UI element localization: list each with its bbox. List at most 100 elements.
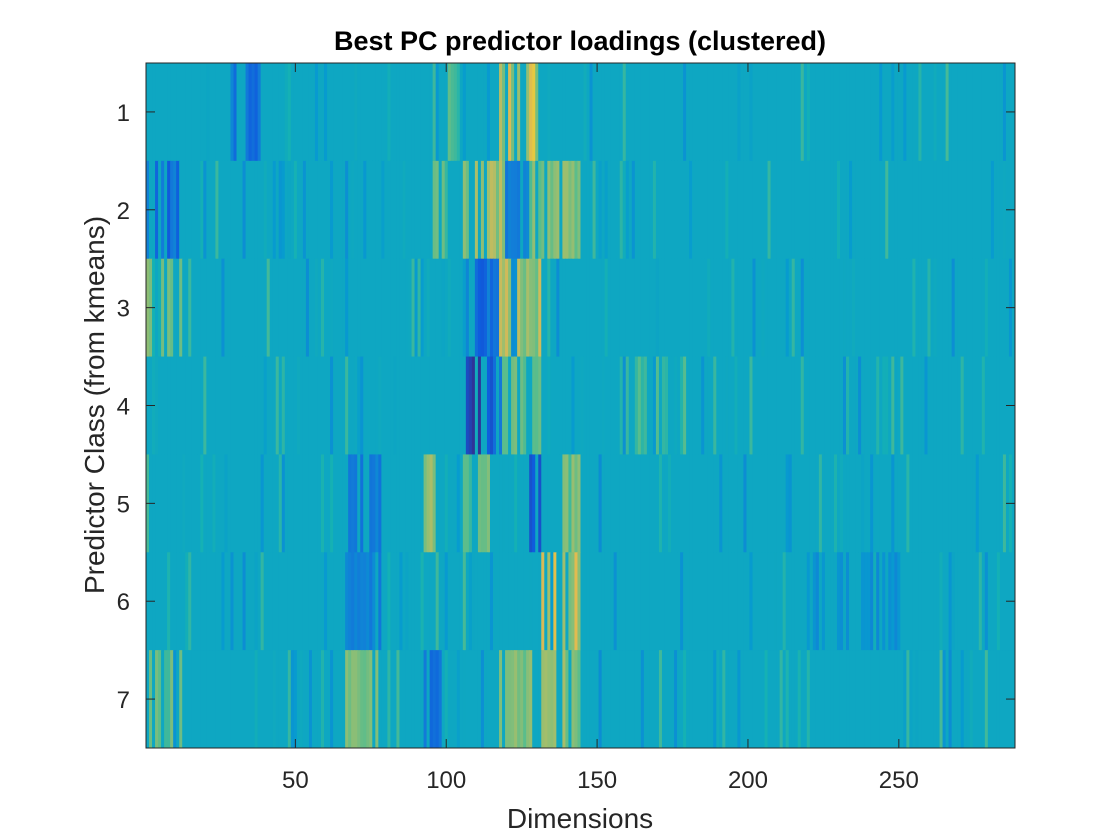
- heatmap-cell: [996, 63, 1001, 162]
- heatmap-cell: [535, 552, 539, 651]
- heatmap-cell: [287, 356, 292, 456]
- heatmap-cell: [827, 63, 832, 162]
- heatmap-cell: [164, 258, 168, 358]
- heatmap-cell: [333, 160, 337, 260]
- heatmap-cell: [981, 63, 986, 162]
- heatmap-cell: [882, 63, 886, 162]
- heatmap-cell: [197, 650, 201, 748]
- heatmap-cell: [824, 258, 829, 358]
- heatmap-cell: [803, 552, 808, 651]
- heatmap-cell: [876, 356, 880, 456]
- heatmap-cell: [806, 356, 811, 456]
- heatmap-cell: [182, 258, 186, 358]
- heatmap-cell: [803, 650, 808, 748]
- heatmap-cell: [230, 356, 235, 456]
- heatmap-cell: [668, 454, 672, 553]
- heatmap-cell: [474, 552, 479, 651]
- heatmap-cell: [314, 160, 319, 260]
- heatmap-cell: [420, 258, 425, 358]
- heatmap-cell: [686, 356, 690, 456]
- heatmap-cell: [586, 552, 591, 651]
- heatmap-cell: [725, 160, 729, 260]
- heatmap-cell: [794, 356, 799, 456]
- heatmap-cell: [194, 650, 198, 748]
- heatmap-cell: [794, 63, 799, 162]
- heatmap-cell: [592, 650, 597, 748]
- heatmap-cell: [556, 356, 560, 456]
- heatmap-cell: [598, 160, 603, 260]
- heatmap-cell: [924, 650, 929, 748]
- heatmap-cell: [978, 160, 983, 260]
- heatmap-cell: [719, 160, 723, 260]
- heatmap-cell: [474, 650, 479, 748]
- heatmap-cell: [734, 650, 739, 748]
- heatmap-cell: [637, 356, 642, 456]
- heatmap-cell: [879, 552, 883, 651]
- heatmap-cell: [553, 258, 557, 358]
- heatmap-cell: [559, 650, 563, 748]
- heatmap-cell: [444, 650, 449, 748]
- heatmap-cell: [556, 160, 560, 260]
- heatmap-cell: [800, 552, 805, 651]
- heatmap-cell: [815, 650, 820, 748]
- heatmap-cell: [327, 258, 331, 358]
- heatmap-cell: [453, 356, 458, 456]
- heatmap-cell: [616, 552, 621, 651]
- heatmap-cell: [671, 552, 675, 651]
- heatmap-cell: [858, 258, 862, 358]
- heatmap-cell: [393, 454, 398, 553]
- heatmap-cell: [779, 258, 784, 358]
- heatmap-cell: [652, 552, 657, 651]
- heatmap-cell: [526, 160, 530, 260]
- heatmap-cell: [547, 356, 551, 456]
- heatmap-cell: [245, 650, 250, 748]
- heatmap-cell: [486, 63, 491, 162]
- heatmap-cell: [761, 160, 766, 260]
- heatmap-cell: [483, 63, 488, 162]
- heatmap-cell: [471, 160, 476, 260]
- heatmap-cell: [508, 258, 512, 358]
- heatmap-cell: [508, 356, 512, 456]
- heatmap-cell: [158, 63, 162, 162]
- heatmap-cell: [776, 454, 781, 553]
- heatmap-cell: [755, 650, 760, 748]
- heatmap-cell: [634, 63, 639, 162]
- heatmap-cell: [833, 650, 838, 748]
- heatmap-cell: [915, 356, 920, 456]
- heatmap-cell: [728, 552, 732, 651]
- heatmap-cell: [655, 258, 660, 358]
- heatmap-cell: [876, 650, 880, 748]
- x-tick-label: 150: [577, 767, 617, 794]
- heatmap-cell: [489, 650, 494, 748]
- heatmap-cell: [683, 454, 687, 553]
- heatmap-cell: [535, 650, 539, 748]
- heatmap-cell: [945, 650, 950, 748]
- heatmap-cell: [1002, 454, 1007, 553]
- heatmap-cell: [387, 454, 392, 553]
- heatmap-cell: [176, 454, 180, 553]
- heatmap-cell: [462, 160, 467, 260]
- heatmap-cell: [806, 552, 811, 651]
- heatmap-cell: [333, 454, 337, 553]
- heatmap-cell: [836, 356, 841, 456]
- heatmap-cell: [984, 650, 989, 748]
- heatmap-cell: [511, 63, 515, 162]
- heatmap-cell: [846, 552, 850, 651]
- heatmap-cell: [671, 160, 675, 260]
- heatmap-cell: [942, 552, 947, 651]
- heatmap-cell: [574, 454, 579, 553]
- heatmap-cell: [776, 258, 781, 358]
- heatmap-cell: [387, 63, 392, 162]
- heatmap-cell: [387, 160, 392, 260]
- heatmap-cell: [438, 356, 443, 456]
- heatmap-cell: [846, 160, 850, 260]
- heatmap-cell: [547, 552, 551, 651]
- heatmap-cell: [616, 258, 621, 358]
- heatmap-cell: [499, 63, 503, 162]
- heatmap-cell: [589, 454, 594, 553]
- heatmap-cell: [583, 454, 588, 553]
- heatmap-cell: [547, 160, 551, 260]
- heatmap-cell: [728, 356, 732, 456]
- heatmap-cell: [999, 63, 1004, 162]
- heatmap-cell: [194, 63, 198, 162]
